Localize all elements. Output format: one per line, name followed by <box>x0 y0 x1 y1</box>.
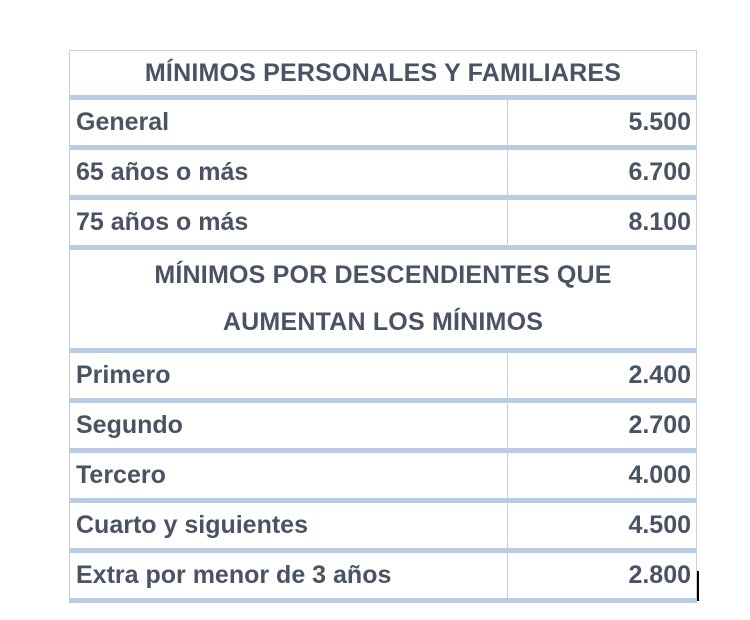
row-value: 2.800 <box>628 561 691 589</box>
row-separator <box>70 598 696 603</box>
table-row-segundo: Segundo 2.700 <box>70 403 696 448</box>
row-separator <box>70 398 696 403</box>
section-title-descendientes: MÍNIMOS POR DESCENDIENTES QUE AUMENTAN L… <box>70 250 696 348</box>
row-separator <box>70 145 696 150</box>
table-row-65: 65 años o más 6.700 <box>70 150 696 195</box>
row-value: 6.700 <box>628 158 691 186</box>
minimos-table: MÍNIMOS PERSONALES Y FAMILIARES General … <box>69 50 697 603</box>
row-label: 65 años o más <box>70 150 508 195</box>
row-separator <box>70 448 696 453</box>
row-separator <box>70 95 696 100</box>
text-cursor <box>697 571 699 601</box>
table-row-general: General 5.500 <box>70 100 696 145</box>
row-label: Segundo <box>70 403 508 448</box>
row-separator <box>70 195 696 200</box>
row-label: General <box>70 100 508 145</box>
row-value: 8.100 <box>628 208 691 236</box>
table-row-75: 75 años o más 8.100 <box>70 200 696 245</box>
row-value: 4.000 <box>628 461 691 489</box>
table-row-extra: Extra por menor de 3 años 2.800 <box>70 553 696 598</box>
row-value: 4.500 <box>628 511 691 539</box>
row-value: 2.400 <box>628 361 691 389</box>
row-label: Extra por menor de 3 años <box>70 553 508 598</box>
section-title-line-1: MÍNIMOS POR DESCENDIENTES QUE <box>154 261 612 289</box>
row-separator <box>70 548 696 553</box>
row-value: 5.500 <box>628 108 691 136</box>
row-label: Tercero <box>70 453 508 498</box>
section-title-line-2: AUMENTAN LOS MÍNIMOS <box>222 308 544 336</box>
row-label: Primero <box>70 353 508 398</box>
row-label: Cuarto y siguientes <box>70 503 508 548</box>
row-separator <box>70 245 696 250</box>
row-separator <box>70 498 696 503</box>
section-title-personales: MÍNIMOS PERSONALES Y FAMILIARES <box>144 58 622 87</box>
table-top-border <box>70 50 696 51</box>
table-row-primero: Primero 2.400 <box>70 353 696 398</box>
table-row-tercero: Tercero 4.000 <box>70 453 696 498</box>
row-separator <box>70 348 696 353</box>
row-label: 75 años o más <box>70 200 508 245</box>
row-value: 2.700 <box>628 411 691 439</box>
table-row-cuarto: Cuarto y siguientes 4.500 <box>70 503 696 548</box>
